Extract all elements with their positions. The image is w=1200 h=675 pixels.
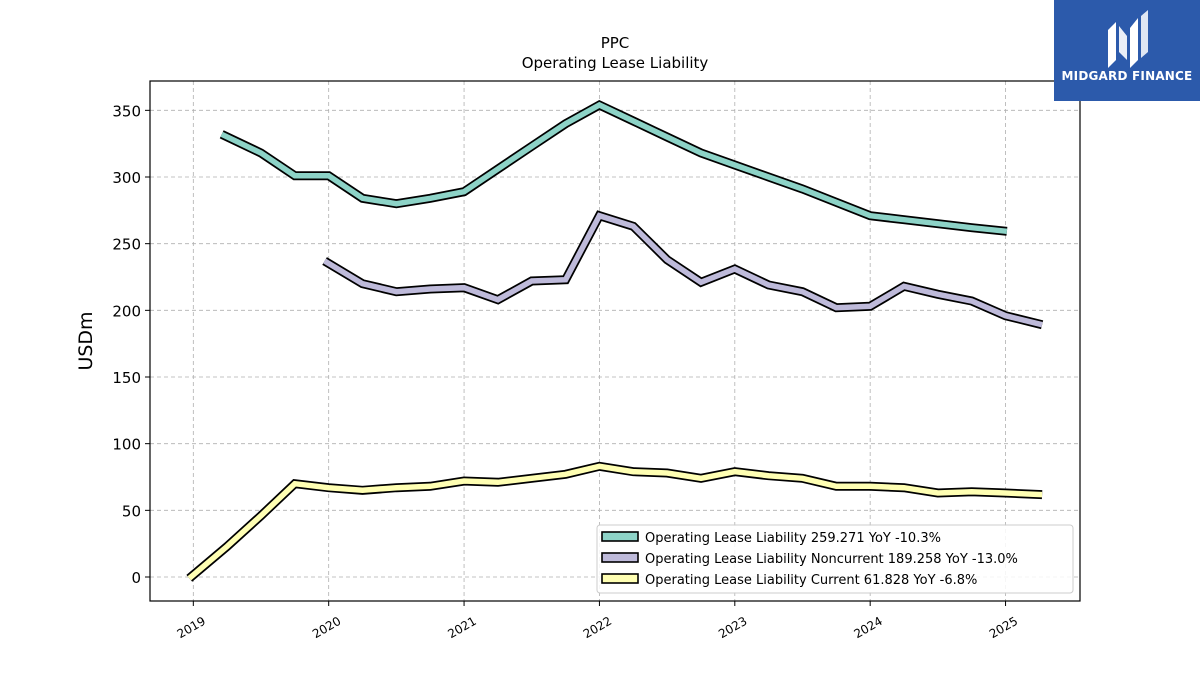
series-1 bbox=[219, 99, 1008, 236]
legend-swatch bbox=[601, 573, 639, 584]
chart-title: PPC bbox=[601, 34, 630, 52]
series-line bbox=[187, 463, 1043, 581]
y-tick-label: 300 bbox=[112, 169, 141, 187]
y-tick-label: 50 bbox=[122, 502, 141, 520]
x-tick-label: 2024 bbox=[851, 614, 884, 641]
x-tick-label: 2019 bbox=[175, 614, 208, 641]
y-tick-label: 150 bbox=[112, 369, 141, 387]
series-2 bbox=[322, 210, 1044, 330]
y-tick-label: 200 bbox=[112, 302, 141, 320]
series-line bbox=[220, 101, 1008, 235]
y-tick-label: 100 bbox=[112, 436, 141, 454]
series-line bbox=[323, 212, 1043, 328]
legend-swatch bbox=[601, 552, 639, 563]
x-tick-label: 2023 bbox=[716, 614, 749, 641]
plot-area-frame bbox=[149, 80, 1081, 602]
legend-entry: Operating Lease Liability 259.271 YoY -1… bbox=[645, 531, 941, 546]
brand-logo: MIDGARD FINANCE bbox=[1054, 0, 1200, 101]
y-tick-label: 250 bbox=[112, 236, 141, 254]
y-tick-label: 350 bbox=[112, 102, 141, 120]
y-tick-label: 0 bbox=[131, 569, 141, 587]
x-tick-label: 2021 bbox=[445, 614, 478, 641]
x-tick-label: 2020 bbox=[310, 614, 343, 641]
x-tick-label: 2022 bbox=[581, 614, 614, 641]
grid-lines bbox=[150, 81, 1080, 601]
legend-swatch bbox=[601, 531, 639, 542]
legend-box bbox=[596, 524, 1074, 594]
chart-subtitle: Operating Lease Liability bbox=[522, 54, 709, 72]
series-lines bbox=[186, 99, 1044, 582]
chart-legend: Operating Lease Liability 259.271 YoY -1… bbox=[596, 524, 1074, 594]
series-3 bbox=[186, 461, 1043, 582]
series-outline bbox=[219, 99, 1008, 236]
x-tick-label: 2025 bbox=[987, 614, 1020, 641]
brand-name: MIDGARD FINANCE bbox=[1061, 69, 1193, 83]
y-axis-label: USDm bbox=[75, 311, 97, 370]
legend-entry: Operating Lease Liability Current 61.828… bbox=[645, 573, 977, 588]
legend-entry: Operating Lease Liability Noncurrent 189… bbox=[645, 552, 1018, 567]
midgard-logo-icon bbox=[1108, 10, 1148, 68]
